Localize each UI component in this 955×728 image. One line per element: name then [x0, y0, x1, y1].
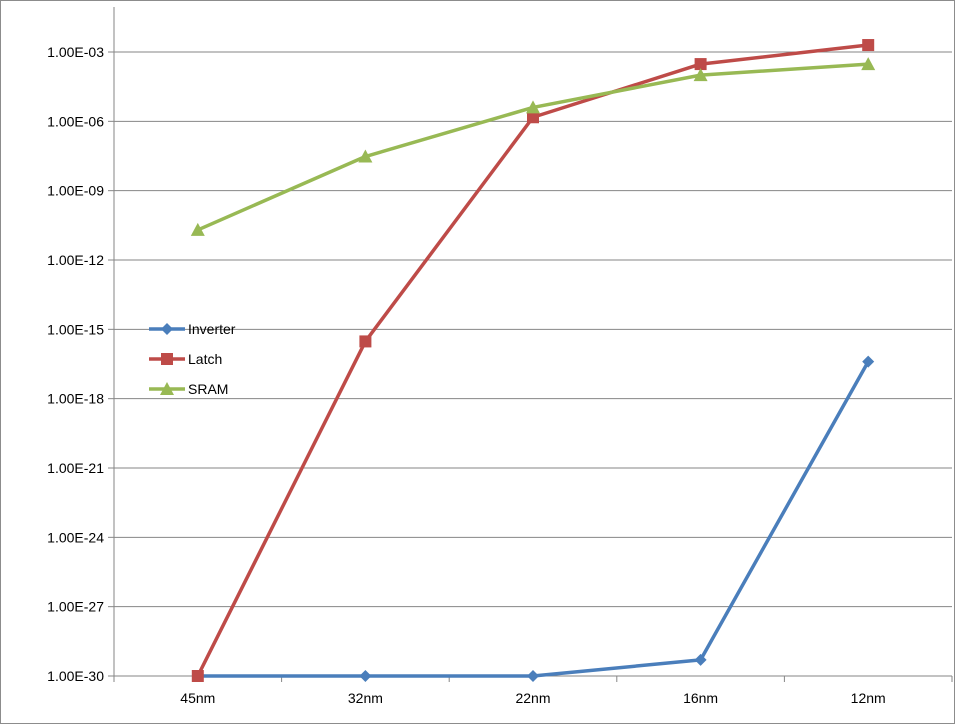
series-line-sram — [197, 62, 869, 232]
series-latch — [191, 39, 875, 682]
x-tick-label: 32nm — [348, 690, 383, 706]
data-point-latch — [359, 335, 372, 348]
data-point-inverter — [694, 653, 707, 666]
legend-marker-latch — [161, 353, 173, 365]
x-tick-labels: 45nm 32nm 22nm 16nm 12nm — [180, 690, 885, 706]
legend-label-inverter: Inverter — [188, 321, 236, 337]
y-tick-label: 1.00E-30 — [47, 668, 104, 684]
x-tick-label: 12nm — [851, 690, 886, 706]
data-point-sram — [190, 222, 205, 236]
y-tick-label: 1.00E-03 — [47, 44, 104, 60]
series-inverter — [191, 355, 875, 682]
legend-entry-sram: SRAM — [149, 381, 228, 397]
data-point-latch — [862, 39, 875, 52]
x-tick-label: 45nm — [180, 690, 215, 706]
legend-marker-inverter — [161, 323, 173, 335]
series-line-latch — [196, 43, 869, 677]
y-tick-label: 1.00E-15 — [47, 321, 104, 337]
y-tick-label: 1.00E-27 — [47, 599, 104, 615]
x-tick-label: 16nm — [683, 690, 718, 706]
legend: Inverter Latch SRAM — [149, 321, 236, 397]
data-point-inverter — [862, 355, 875, 368]
y-tick-label: 1.00E-21 — [47, 460, 104, 476]
y-tick-label: 1.00E-06 — [47, 113, 104, 129]
data-point-sram — [861, 57, 876, 71]
data-point-sram — [358, 149, 373, 163]
series-line-inverter — [197, 360, 870, 678]
y-tick-label: 1.00E-09 — [47, 183, 104, 199]
legend-marker-sram — [160, 382, 174, 395]
x-tick-label: 22nm — [515, 690, 550, 706]
y-tick-label: 1.00E-24 — [47, 529, 104, 545]
y-tick-labels: 1.00E-30 1.00E-27 1.00E-24 1.00E-21 1.00E-18… — [47, 44, 104, 684]
data-point-inverter — [527, 670, 539, 682]
data-point-latch — [694, 58, 707, 71]
gridlines — [114, 51, 952, 608]
series-sram — [190, 57, 876, 236]
data-point-latch — [527, 111, 539, 124]
legend-label-sram: SRAM — [188, 381, 228, 397]
legend-entry-latch: Latch — [149, 351, 222, 367]
legend-entry-inverter: Inverter — [149, 321, 236, 337]
series-lines — [190, 39, 876, 682]
data-point-latch — [191, 670, 204, 682]
y-tick-label: 1.00E-12 — [47, 252, 104, 268]
data-point-sram — [526, 100, 540, 114]
data-point-inverter — [359, 670, 372, 682]
data-point-sram — [693, 68, 708, 82]
y-tick-label: 1.00E-18 — [47, 391, 104, 407]
legend-label-latch: Latch — [188, 351, 222, 367]
